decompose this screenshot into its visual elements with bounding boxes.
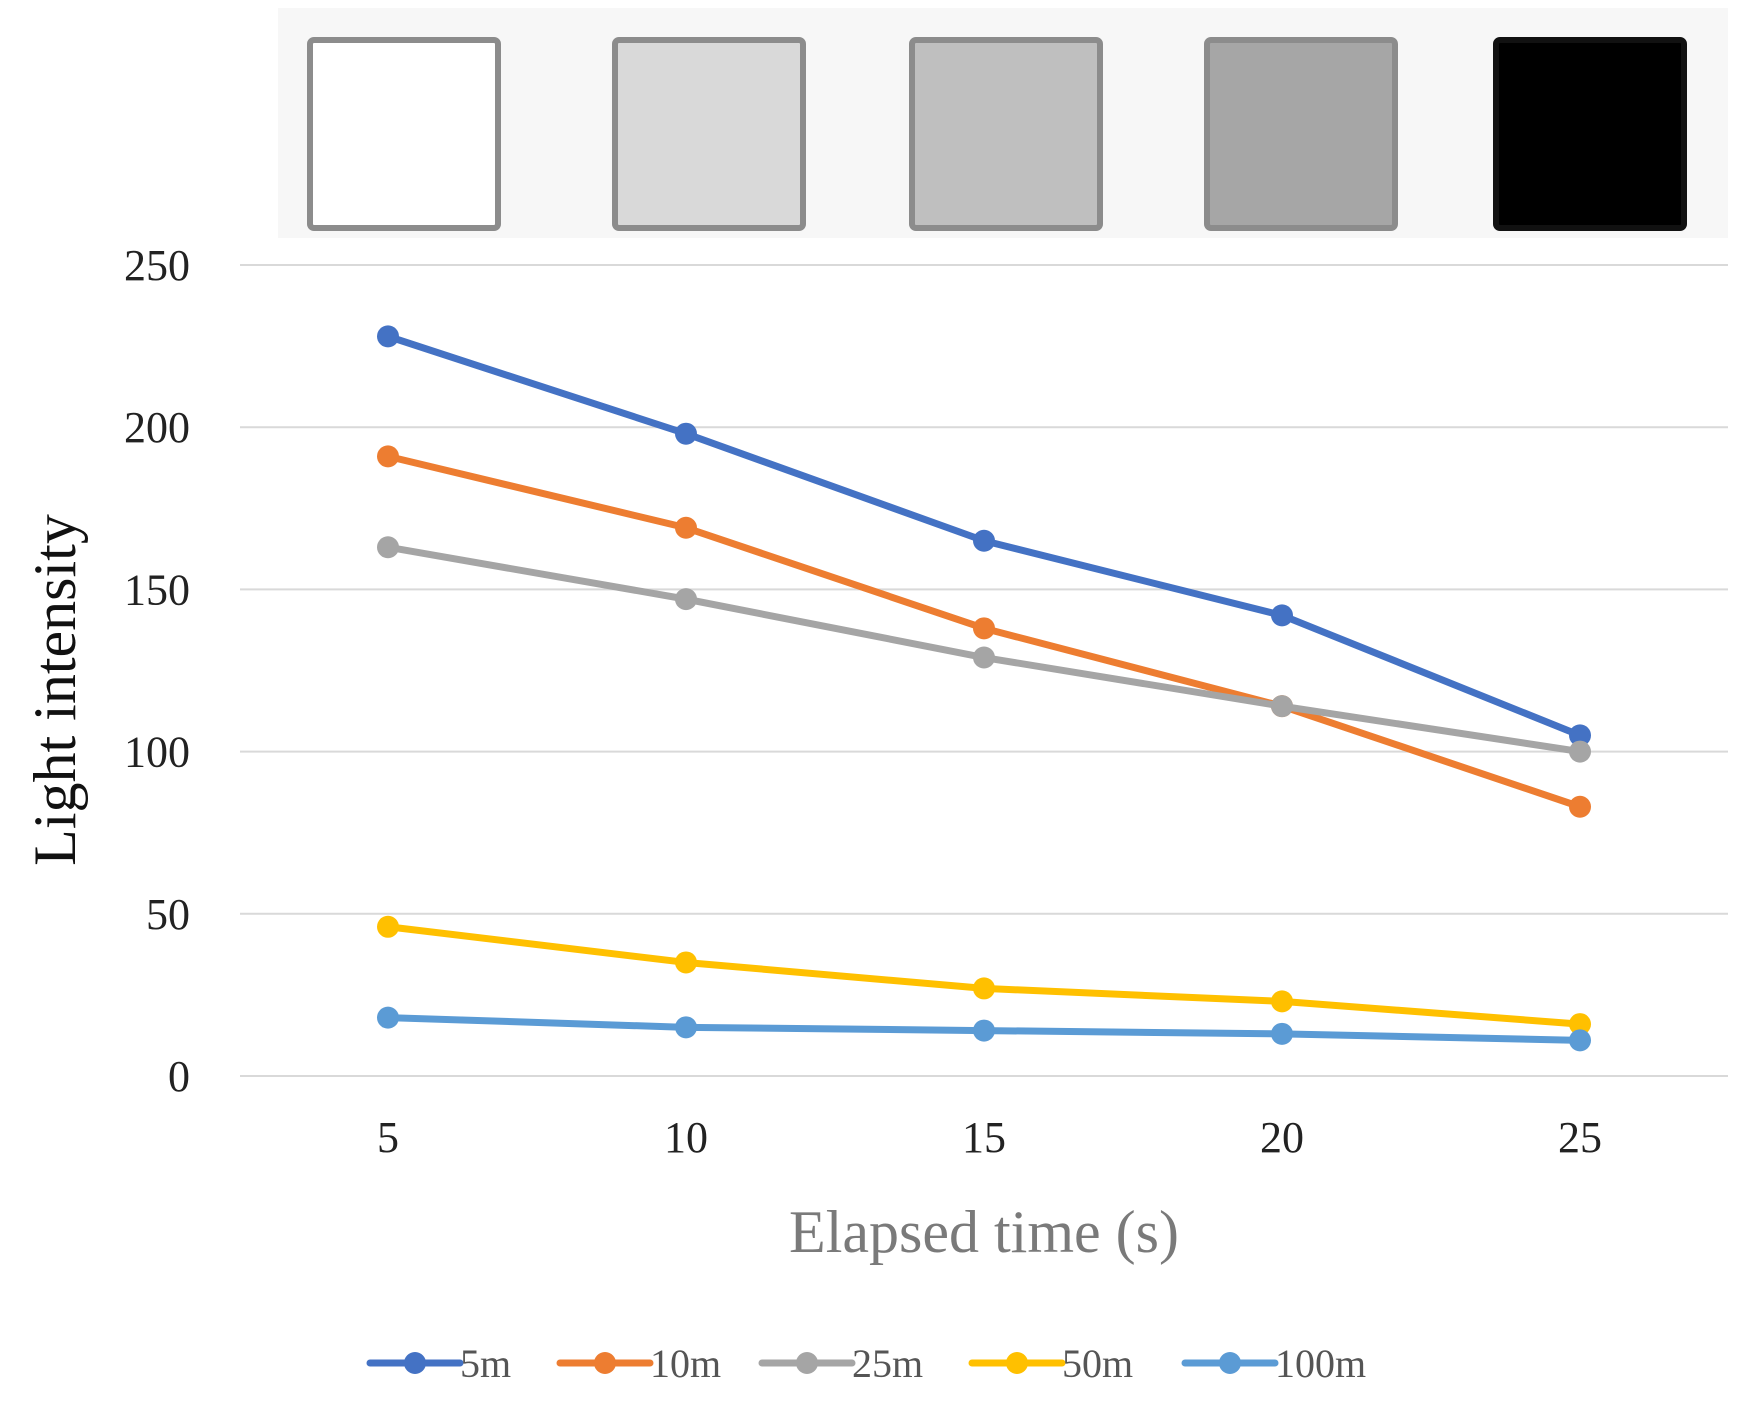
series-100m <box>377 1006 1591 1052</box>
series-10m <box>377 445 1591 818</box>
y-tick-label: 100 <box>124 728 190 777</box>
legend-item-50m: 50m <box>968 1341 1133 1386</box>
data-point-10m <box>1569 795 1591 818</box>
data-point-10m <box>973 617 995 640</box>
data-point-50m <box>1569 1013 1591 1036</box>
series-25m <box>377 536 1591 763</box>
legend-marker <box>796 1352 818 1374</box>
swatch-5 <box>1493 37 1687 231</box>
x-axis-label: Elapsed time (s) <box>789 1199 1179 1265</box>
legend-label: 50m <box>1062 1341 1133 1386</box>
y-tick-label: 200 <box>124 403 190 452</box>
data-point-5m <box>1569 724 1591 747</box>
y-tick-label: 0 <box>168 1052 190 1101</box>
y-axis-ticks: 0 50 100 150 200 250 <box>124 241 190 1101</box>
legend-marker <box>594 1352 616 1374</box>
data-point-100m <box>1271 1022 1293 1045</box>
x-tick-label: 10 <box>664 1113 708 1162</box>
x-tick-label: 15 <box>962 1113 1006 1162</box>
data-point-25m <box>675 588 697 611</box>
legend-marker <box>404 1352 426 1374</box>
y-tick-label: 250 <box>124 241 190 290</box>
x-tick-label: 25 <box>1558 1113 1602 1162</box>
series-line-50m <box>384 923 1584 1028</box>
grayscale-swatches <box>307 37 1687 231</box>
legend-marker <box>1006 1352 1028 1374</box>
legend-item-100m: 100m <box>1181 1341 1366 1386</box>
data-point-10m <box>377 445 399 468</box>
gridlines <box>240 264 1728 1077</box>
data-point-25m <box>973 646 995 669</box>
data-point-5m <box>675 422 697 445</box>
data-point-25m <box>377 536 399 559</box>
swatch-4 <box>1204 37 1398 231</box>
data-point-100m <box>1569 1029 1591 1052</box>
series-5m <box>377 325 1591 747</box>
data-point-100m <box>973 1019 995 1042</box>
data-point-100m <box>377 1006 399 1029</box>
series-50m <box>377 915 1591 1036</box>
legend: 5m 10m 25m 50m 100m <box>366 1341 1366 1386</box>
data-point-5m <box>973 529 995 552</box>
swatch-1 <box>307 37 501 231</box>
data-point-50m <box>1271 990 1293 1013</box>
legend-label: 25m <box>852 1341 923 1386</box>
data-point-50m <box>675 951 697 974</box>
y-tick-label: 150 <box>124 565 190 614</box>
legend-marker <box>1219 1352 1241 1374</box>
x-tick-label: 20 <box>1260 1113 1304 1162</box>
y-tick-label: 50 <box>146 890 190 939</box>
data-point-50m <box>973 977 995 1000</box>
legend-label: 10m <box>650 1341 721 1386</box>
legend-label: 5m <box>460 1341 511 1386</box>
legend-item-10m: 10m <box>556 1341 721 1386</box>
swatch-2 <box>612 37 806 231</box>
data-series <box>377 325 1591 1052</box>
data-point-25m <box>1271 695 1293 718</box>
x-axis-ticks: 5 10 15 20 25 <box>377 1113 1602 1162</box>
legend-item-25m: 25m <box>758 1341 923 1386</box>
data-point-5m <box>1271 604 1293 627</box>
y-axis-label: Light intensity <box>22 514 88 866</box>
data-point-25m <box>1569 740 1591 763</box>
data-point-100m <box>675 1016 697 1039</box>
legend-label: 100m <box>1275 1341 1366 1386</box>
swatch-3 <box>909 37 1103 231</box>
data-point-50m <box>377 915 399 938</box>
data-point-10m <box>675 516 697 539</box>
data-point-5m <box>377 325 399 348</box>
legend-item-5m: 5m <box>366 1341 511 1386</box>
x-tick-label: 5 <box>377 1113 399 1162</box>
